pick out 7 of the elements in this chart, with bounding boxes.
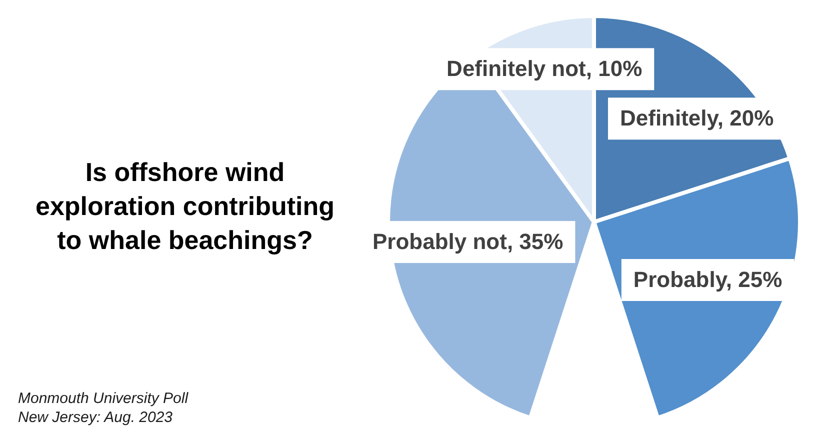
slice-label: Definitely, 20% (620, 106, 774, 131)
text: New Jersey: Aug. 2023 (18, 408, 174, 427)
slice-label: Definitely not, 10% (446, 56, 642, 82)
slice-label: Probably, 25% (633, 267, 782, 292)
slice-label: Probably not, 35% (372, 229, 564, 254)
text: Monmouth University Poll (18, 389, 188, 408)
text: Is offshore wind exploration contributing to whale beachings? (34, 156, 336, 257)
